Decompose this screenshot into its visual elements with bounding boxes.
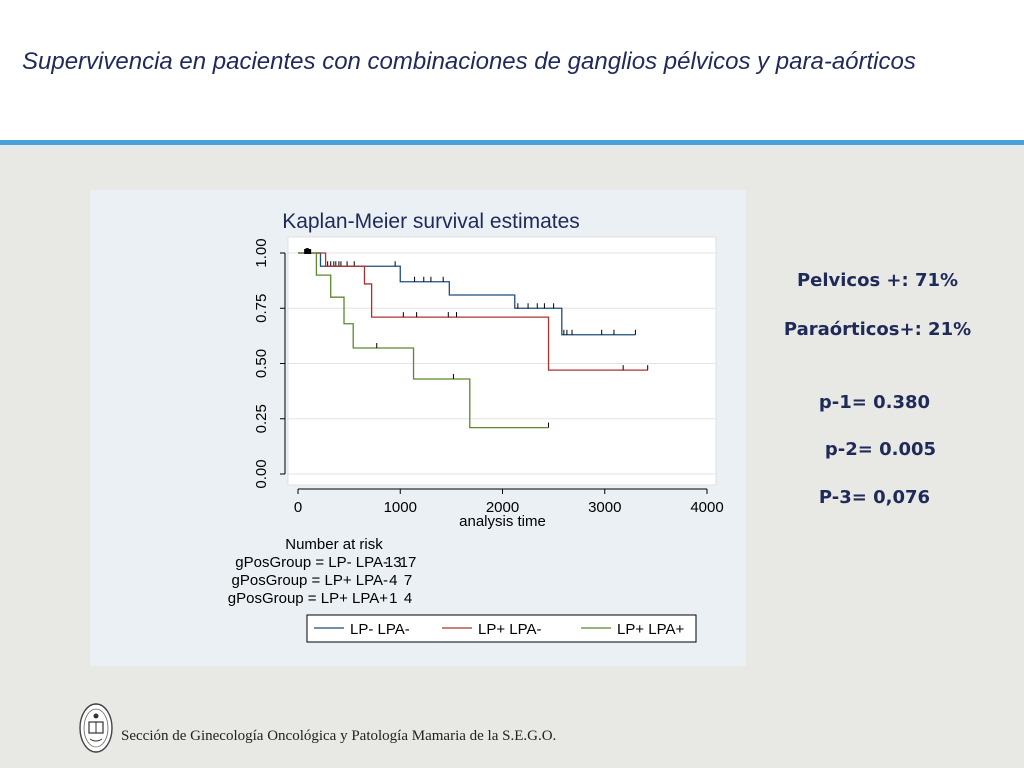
x-tick-label: 3000 [588,499,621,516]
chart-title: Kaplan-Meier survival estimates [282,210,580,233]
legend-box [306,614,697,643]
y-tick-label: 0.50 [253,349,270,378]
risk-value: 1 [389,590,397,607]
y-tick-label: 0.00 [253,459,270,488]
stat-p1: p-1= 0.380 [818,392,931,413]
x-tick-label: 1000 [384,499,417,516]
series-line-2 [298,252,648,371]
risk-row-label: gPosGroup = LP+ LPA- [232,572,388,589]
risk-row-label: gPosGroup = LP+ LPA+ [228,590,388,607]
stat-paraorticos: Paraórticos+: 21% [783,319,972,340]
risk-row-label: gPosGroup = LP- LPA- [235,554,388,571]
risk-value: 13 [385,554,402,571]
legend-label-1: LP- LPA- [350,621,410,638]
km-chart: Kaplan-Meier survival estimates 0.00 0.25 0… [228,210,724,643]
legend-label-2: LP+ LPA- [478,621,542,638]
sego-seal-icon [79,703,113,753]
stat-pelvicos: Pelvicos +: 71% [796,270,959,291]
slide-title: Supervivencia en pacientes con combinaci… [22,48,916,75]
risk-value: 17 [400,554,417,571]
series-line-1 [298,252,636,336]
footer-text: Sección de Ginecología Oncológica y Pato… [121,728,557,744]
legend-label-3: LP+ LPA+ [617,621,685,638]
stat-p3: P-3= 0,076 [818,487,931,508]
risk-value: 7 [404,572,412,589]
y-tick-label: 0.75 [253,294,270,323]
x-tick-label: 4000 [690,499,723,516]
y-tick-label: 0.25 [253,404,270,433]
plot-area [287,236,717,486]
slide-header: Supervivencia en pacientes con combinaci… [0,0,1024,140]
chart-panel: Kaplan-Meier survival estimates 0.00 0.25 0… [90,190,746,666]
risk-value: 4 [404,590,412,607]
x-axis-label: analysis time [459,513,546,530]
risk-table-title: Number at risk [285,536,383,553]
y-tick-label: 1.00 [253,238,270,267]
x-tick-label: 2000 [486,499,519,516]
stat-p2: p-2= 0.005 [824,439,937,460]
start-marker [304,249,312,254]
risk-value: 4 [389,572,397,589]
header-rule [0,140,1024,145]
series-line-3 [298,252,549,429]
x-tick-label: 0 [294,499,302,516]
